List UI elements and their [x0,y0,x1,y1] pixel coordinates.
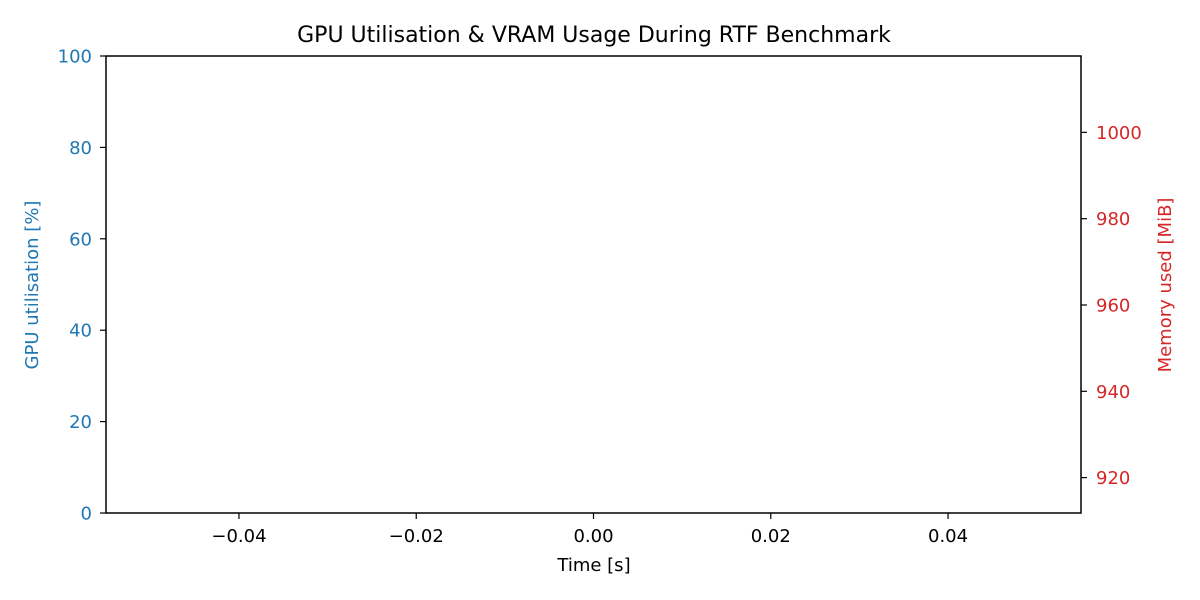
y-axis-right: 920 940 960 980 1000 [1081,123,1142,489]
y-right-tick-label: 920 [1096,468,1130,489]
y-left-tick-label: 0 [81,504,92,525]
y-axis-right-label: Memory used [MiB] [1155,198,1176,373]
x-axis: −0.04 −0.02 0.00 0.02 0.04 [211,513,968,547]
x-axis-label: Time [s] [556,555,630,576]
y-right-tick-label: 940 [1096,382,1130,403]
y-left-tick-label: 60 [69,229,92,250]
x-tick-label: 0.00 [573,526,613,547]
x-tick-label: −0.04 [211,526,266,547]
y-axis-left: 0 20 40 60 80 100 [58,47,106,525]
chart-title: GPU Utilisation & VRAM Usage During RTF … [297,23,891,48]
y-left-tick-label: 100 [58,47,92,68]
y-right-tick-label: 1000 [1096,123,1142,144]
y-axis-left-label: GPU utilisation [%] [22,201,43,370]
y-left-tick-label: 20 [69,412,92,433]
x-tick-label: 0.02 [751,526,791,547]
y-right-tick-label: 980 [1096,209,1130,230]
plot-area [105,55,1082,514]
x-tick-label: 0.04 [928,526,968,547]
x-tick-label: −0.02 [389,526,444,547]
y-left-tick-label: 80 [69,138,92,159]
y-right-tick-label: 960 [1096,295,1130,316]
y-left-tick-label: 40 [69,321,92,342]
